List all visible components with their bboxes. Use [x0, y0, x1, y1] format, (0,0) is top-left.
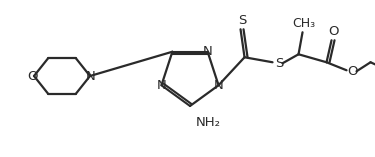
Text: S: S: [238, 14, 246, 27]
Text: O: O: [28, 70, 38, 82]
Text: O: O: [347, 65, 358, 78]
Text: N: N: [86, 70, 96, 82]
Text: NH₂: NH₂: [195, 116, 220, 128]
Text: N: N: [203, 45, 213, 58]
Text: S: S: [275, 57, 284, 70]
Text: N: N: [214, 79, 223, 92]
Text: CH₃: CH₃: [292, 17, 315, 30]
Text: O: O: [328, 25, 338, 38]
Text: N: N: [157, 79, 166, 92]
